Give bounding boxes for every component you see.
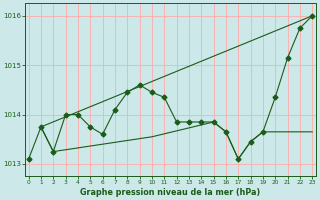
X-axis label: Graphe pression niveau de la mer (hPa): Graphe pression niveau de la mer (hPa) bbox=[80, 188, 260, 197]
